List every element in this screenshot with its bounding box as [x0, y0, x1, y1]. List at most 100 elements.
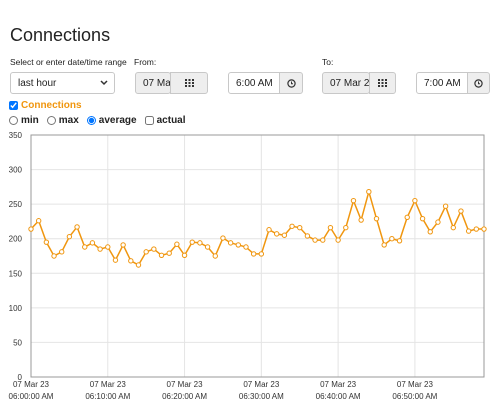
x-tick-label: 06:20:00 AM [162, 392, 207, 401]
data-point [51, 253, 57, 259]
data-point [97, 246, 103, 252]
data-point [335, 237, 341, 243]
data-point [343, 224, 349, 231]
data-point [450, 224, 456, 231]
clock-icon [474, 78, 483, 88]
data-point [243, 244, 249, 250]
data-point [28, 226, 34, 232]
mode-option[interactable]: max [46, 115, 79, 126]
from-label: From: [134, 57, 157, 67]
x-tick-label: 06:50:00 AM [392, 392, 437, 401]
data-point [212, 253, 218, 259]
mode-options: min max average actual [9, 115, 186, 126]
chart: 0 50 100 150 200 250 300 350 07 Mar 23 06:00:00 A… [9, 131, 487, 401]
data-point [297, 224, 303, 231]
data-point [220, 235, 226, 241]
data-point [366, 188, 372, 195]
clock-button[interactable] [467, 72, 490, 94]
data-point [151, 246, 157, 252]
data-point [396, 238, 403, 244]
y-tick-label: 250 [9, 200, 23, 209]
data-point [112, 257, 119, 263]
y-tick-label: 100 [9, 304, 23, 313]
data-point [412, 197, 418, 204]
to-label: To: [322, 57, 334, 67]
data-point [59, 249, 65, 255]
from-time[interactable]: 6:00 AM [228, 72, 280, 94]
to-date[interactable]: 07 Mar 2 [322, 72, 370, 94]
x-tick-label: 07 Mar 23 [13, 380, 50, 389]
data-point [35, 218, 42, 224]
data-point [427, 229, 433, 235]
to-time[interactable]: 7:00 AM [416, 72, 468, 94]
calendar-button[interactable] [369, 72, 396, 94]
mode-option[interactable]: actual [144, 115, 186, 126]
page-title: Connections [10, 25, 111, 45]
data-point [135, 262, 142, 268]
data-point [181, 252, 188, 259]
data-point [358, 217, 364, 223]
data-point [258, 251, 265, 257]
mode-label: actual [156, 115, 186, 126]
calendar-button[interactable] [170, 72, 208, 94]
data-point [289, 223, 295, 229]
range-value: last hour [18, 77, 57, 89]
data-point [82, 244, 88, 250]
mode-checkbox[interactable] [144, 116, 154, 125]
data-point [43, 239, 50, 245]
data-point [128, 258, 134, 264]
data-point [419, 215, 426, 222]
data-point [458, 208, 464, 214]
from-date[interactable]: 07 Mar 2 [135, 72, 171, 94]
range-select[interactable]: last hour [10, 72, 115, 94]
mode-label: min [21, 115, 39, 126]
calendar-icon [378, 79, 387, 87]
x-tick-label: 07 Mar 23 [90, 380, 127, 389]
data-point [158, 252, 165, 259]
data-point [312, 237, 318, 243]
mode-radio[interactable] [9, 116, 18, 125]
dropdown-arrow [100, 80, 108, 86]
y-tick-label: 0 [18, 373, 23, 382]
series-toggle[interactable]: Connections [9, 100, 82, 111]
data-point [189, 239, 195, 245]
x-tick-label: 06:00:00 AM [9, 392, 54, 401]
data-point [105, 244, 111, 250]
data-point [273, 231, 280, 237]
y-tick-label: 50 [13, 338, 22, 347]
series-checkbox[interactable] [9, 101, 18, 110]
data-point [320, 237, 326, 243]
data-point [143, 249, 149, 255]
data-point [281, 232, 288, 238]
clock-button[interactable] [279, 72, 303, 94]
data-point [250, 251, 257, 257]
data-point [166, 250, 172, 256]
data-point [404, 214, 410, 220]
x-tick-label: 07 Mar 23 [243, 380, 280, 389]
mode-label: max [58, 115, 79, 126]
data-point [89, 240, 96, 246]
mode-radio[interactable] [86, 116, 96, 125]
x-tick-label: 06:10:00 AM [85, 392, 130, 401]
data-point [481, 226, 487, 232]
data-point [66, 233, 73, 240]
y-tick-label: 350 [9, 131, 23, 140]
calendar-icon [184, 79, 194, 87]
data-point [442, 203, 449, 209]
data-point [465, 228, 472, 234]
data-point [473, 226, 480, 232]
data-point [235, 242, 242, 248]
series-toggle-label: Connections [21, 100, 82, 111]
mode-option[interactable]: average [86, 115, 137, 126]
data-point [227, 240, 234, 246]
mode-option[interactable]: min [9, 115, 39, 126]
plot-border [30, 134, 485, 378]
clock-icon [286, 78, 296, 88]
data-point [304, 233, 311, 239]
data-point [389, 236, 395, 242]
data-point [204, 244, 211, 250]
mode-radio[interactable] [46, 116, 56, 125]
data-point [350, 197, 357, 204]
data-point [120, 242, 126, 248]
